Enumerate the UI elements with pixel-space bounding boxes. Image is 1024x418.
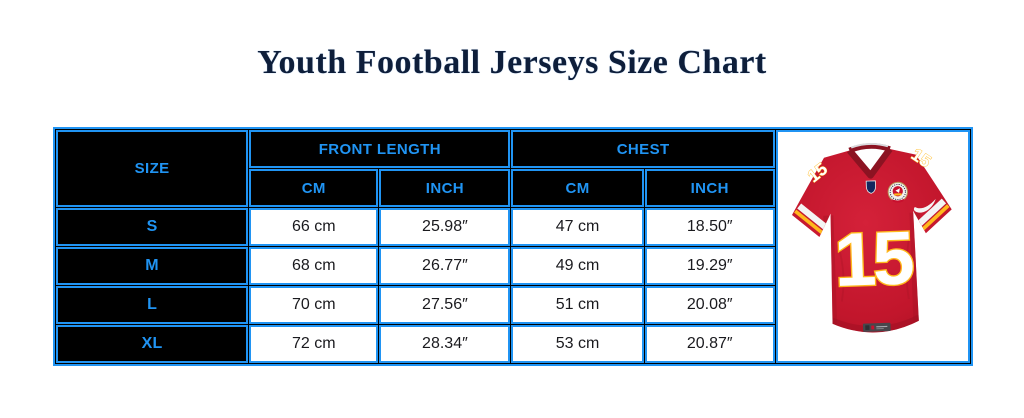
jock-tag bbox=[862, 322, 891, 332]
header-chest-inch: INCH bbox=[644, 169, 775, 207]
jersey-image-cell: 15 15 15 bbox=[775, 130, 970, 363]
chest-cm-value: 51 cm bbox=[511, 286, 644, 324]
front-inch-value: 27.56″ bbox=[379, 286, 511, 324]
chest-inch-value: 20.08″ bbox=[644, 286, 775, 324]
header-row-groups: SIZE FRONT LENGTH CHEST bbox=[56, 130, 970, 363]
right-sleeve-stripe-white bbox=[915, 198, 946, 228]
jersey-vneck-trim bbox=[846, 147, 893, 179]
nfl-shield-icon bbox=[865, 180, 876, 194]
front-inch-value: 26.77″ bbox=[379, 247, 511, 285]
front-cm-value: 68 cm bbox=[249, 247, 379, 285]
chest-inch-value: 19.29″ bbox=[644, 247, 775, 285]
front-inch-value: 28.34″ bbox=[379, 325, 511, 363]
header-chest: CHEST bbox=[511, 130, 775, 168]
chest-cm-value: 49 cm bbox=[511, 247, 644, 285]
size-label: M bbox=[56, 247, 249, 285]
size-label: XL bbox=[56, 325, 249, 363]
size-label: L bbox=[56, 286, 249, 324]
size-label: S bbox=[56, 208, 249, 246]
chest-inch-value: 18.50″ bbox=[644, 208, 775, 246]
header-front-inch: INCH bbox=[379, 169, 511, 207]
team-patch-icon bbox=[887, 181, 908, 203]
jersey-back-collar bbox=[848, 143, 891, 154]
table-row-l: L 70 cm 27.56″ 51 cm 20.08″ bbox=[56, 286, 970, 324]
header-row-units: CM INCH CM INCH bbox=[56, 169, 970, 207]
table-row-xl: XL 72 cm 28.34″ 53 cm 20.87″ bbox=[56, 325, 970, 363]
header-chest-cm: CM bbox=[511, 169, 644, 207]
jersey-image: 15 15 15 bbox=[791, 143, 952, 333]
table-row-m: M 68 cm 26.77″ 49 cm 19.29″ bbox=[56, 247, 970, 285]
front-cm-value: 70 cm bbox=[249, 286, 379, 324]
size-chart-table: SIZE FRONT LENGTH CHEST bbox=[53, 127, 973, 366]
left-sleeve-stripe-white bbox=[797, 203, 829, 231]
chest-cm-value: 47 cm bbox=[511, 208, 644, 246]
jersey-chest-number: 15 bbox=[833, 215, 914, 302]
front-cm-value: 72 cm bbox=[249, 325, 379, 363]
right-sleeve-stripe-gold bbox=[921, 204, 950, 231]
swoosh-icon bbox=[913, 198, 936, 213]
jersey-collar-piping bbox=[850, 143, 889, 149]
header-front-length: FRONT LENGTH bbox=[249, 130, 511, 168]
chest-inch-value: 20.87″ bbox=[644, 325, 775, 363]
front-inch-value: 25.98″ bbox=[379, 208, 511, 246]
chest-cm-value: 53 cm bbox=[511, 325, 644, 363]
size-chart-table-wrap: SIZE FRONT LENGTH CHEST bbox=[53, 127, 973, 366]
header-size: SIZE bbox=[56, 130, 249, 207]
left-sleeve-stripe-gold bbox=[793, 209, 824, 235]
front-cm-value: 66 cm bbox=[249, 208, 379, 246]
header-front-cm: CM bbox=[249, 169, 379, 207]
page-title: Youth Football Jerseys Size Chart bbox=[257, 44, 767, 81]
table-row-s: S 66 cm 25.98″ 47 cm 18.50″ bbox=[56, 208, 970, 246]
